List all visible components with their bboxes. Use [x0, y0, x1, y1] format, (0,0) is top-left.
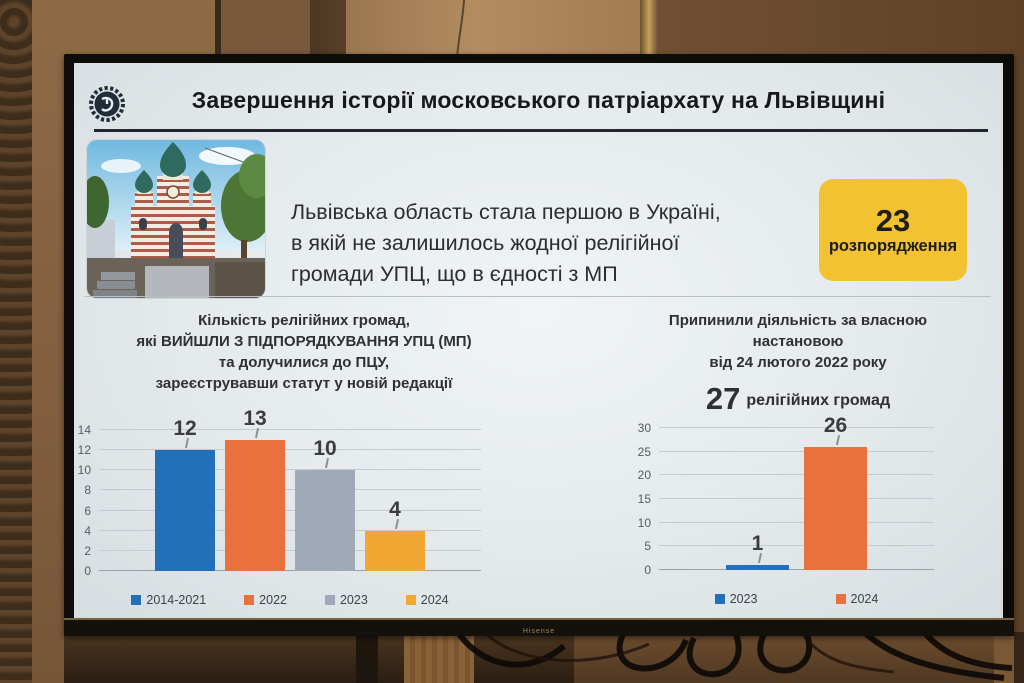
stat-number: 27	[705, 381, 741, 416]
tv-stand-leg	[356, 632, 378, 683]
tv-bezel-bottom: Hisense	[64, 618, 1014, 636]
lead-text: Львівська область стала першою в Україні…	[291, 199, 721, 286]
bar-value-label: 12	[173, 417, 197, 441]
legend-label: 2024	[420, 593, 449, 607]
tv-brand-label: Hisense	[522, 628, 556, 635]
gridline	[99, 449, 481, 451]
orders-badge: 23 розпорядження	[819, 179, 967, 281]
legend-label: 2023	[729, 592, 758, 606]
stat-label: релігійних громад	[746, 392, 891, 409]
legend-item-2022: 2022	[244, 593, 287, 607]
plot-area: 0 2 4 6 8 10 12 14 12 13 10 4	[78, 407, 481, 578]
y-axis-tick: 30	[637, 421, 651, 435]
gridline	[99, 429, 481, 430]
legend-label: 2024	[850, 592, 879, 606]
legend-label: 2014-2021	[146, 593, 207, 607]
plot-area: 0 5 10 15 20 25 30 1 26	[638, 414, 934, 577]
y-axis-tick: 6	[84, 503, 91, 518]
legend-item-2024: 2024	[835, 592, 879, 606]
y-axis-tick: 25	[637, 444, 651, 459]
y-axis-tick: 0	[644, 563, 651, 577]
gridline	[99, 549, 481, 551]
under-tv-area	[64, 632, 1014, 683]
legend-item-2023: 2023	[714, 592, 758, 606]
label-leader-line	[395, 518, 399, 529]
legend-swatch	[131, 595, 142, 605]
bars-group: 12 13 10 4	[99, 407, 481, 571]
gridline	[99, 509, 481, 511]
y-axis-tick: 20	[637, 468, 651, 483]
presentation-slide: Завершення історії московського патріарх…	[74, 63, 1003, 620]
bar-value-label: 13	[243, 407, 267, 431]
slide-header: Завершення історії московського патріарх…	[74, 86, 1003, 123]
bar-value-label: 1	[751, 532, 764, 556]
bar-value-label: 26	[823, 413, 848, 437]
y-axis-tick: 12	[77, 443, 91, 458]
badge-label: розпорядження	[828, 236, 958, 255]
gridline	[99, 529, 481, 531]
gridline	[659, 545, 934, 547]
label-leader-line	[325, 458, 329, 469]
gridline	[659, 427, 934, 428]
legend-item-2014-2021: 2014-2021	[131, 593, 206, 607]
gridline	[659, 498, 934, 499]
bar-value-label: 4	[389, 497, 401, 521]
right-chart-stat: 27 релігійних громад	[594, 381, 1002, 417]
right-bar-chart: 0 5 10 15 20 25 30 1 26 2023 2024	[638, 414, 934, 606]
label-leader-line	[255, 428, 259, 439]
bar-value-label: 10	[313, 437, 337, 461]
tv-frame: Завершення історії московського патріарх…	[64, 54, 1014, 636]
bars-group: 1 26	[659, 414, 934, 570]
legend-item-2023: 2023	[324, 593, 368, 607]
gridline	[99, 469, 481, 471]
bar-2014-2021: 12	[155, 417, 215, 571]
gear-emblem-icon	[89, 86, 125, 122]
legend-label: 2023	[339, 593, 368, 607]
bar-2024: 26	[804, 414, 867, 570]
right-chart-title: Припинили діяльність за власною настанов…	[668, 312, 928, 371]
slide-title: Завершення історії московського патріарх…	[191, 87, 886, 113]
left-bar-chart: 0 2 4 6 8 10 12 14 12 13 10 4 2014-2021 2022 2023 2024	[78, 407, 481, 607]
gridline	[659, 569, 934, 570]
y-axis-tick: 2	[84, 543, 91, 558]
gridline	[99, 489, 481, 491]
chart-legend: 2014-2021 2022 2023 2024	[99, 593, 481, 607]
chart-legend: 2023 2024	[659, 592, 934, 606]
legend-swatch	[714, 594, 725, 604]
gridline	[659, 450, 934, 452]
legend-item-2024: 2024	[405, 593, 449, 607]
y-axis-tick: 10	[637, 515, 651, 530]
gridline	[659, 521, 934, 523]
y-axis-tick: 15	[637, 492, 651, 506]
label-leader-line	[185, 438, 189, 449]
carved-wood-strip	[0, 0, 32, 683]
y-axis-tick: 10	[77, 463, 91, 478]
bar-2023: 1	[726, 532, 789, 570]
legend-swatch	[405, 595, 416, 605]
y-axis-tick: 5	[644, 539, 651, 554]
tv-screen: Завершення історії московського патріарх…	[74, 63, 1003, 620]
y-axis-tick: 4	[84, 523, 91, 538]
y-axis-tick: 14	[77, 423, 91, 437]
left-chart-title: Кількість релігійних громад, які ВИЙШЛИ …	[136, 312, 472, 392]
gridline	[99, 570, 481, 571]
legend-label: 2022	[259, 593, 287, 607]
section-divider	[84, 296, 991, 297]
legend-swatch	[244, 595, 255, 605]
legend-swatch	[835, 594, 846, 604]
y-axis-tick: 0	[84, 564, 91, 578]
y-axis-tick: 8	[84, 483, 91, 498]
cables	[456, 632, 1013, 681]
title-underline	[94, 129, 988, 132]
church-photo	[87, 140, 265, 298]
gridline	[659, 474, 934, 476]
badge-number: 23	[875, 202, 911, 238]
legend-swatch	[324, 595, 335, 605]
bar-2022: 13	[225, 407, 285, 571]
bar-2024: 4	[365, 498, 425, 571]
bar-2023: 10	[295, 437, 355, 571]
